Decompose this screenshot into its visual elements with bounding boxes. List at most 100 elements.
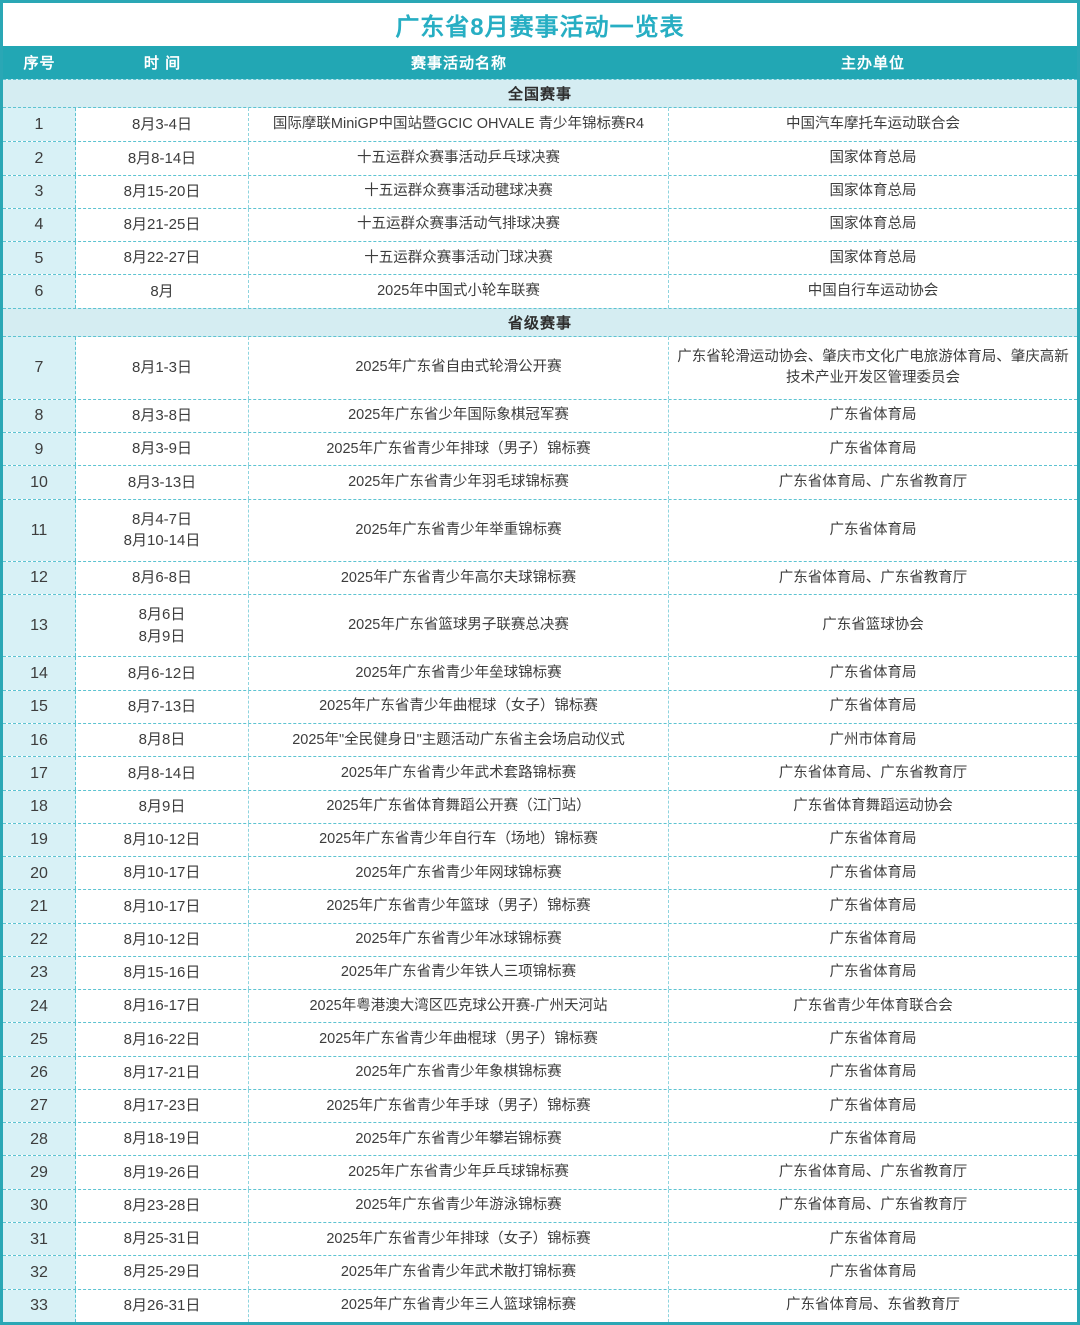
row-event: 2025年广东省青少年羽毛球锦标赛 bbox=[249, 466, 669, 499]
row-number: 22 bbox=[3, 923, 76, 956]
row-event: 2025年广东省青少年冰球锦标赛 bbox=[249, 923, 669, 956]
row-organizer: 广东省体育局 bbox=[669, 923, 1077, 956]
row-organizer: 广东省体育局、广东省教育厅 bbox=[669, 757, 1077, 790]
row-number: 16 bbox=[3, 723, 76, 757]
row-time: 8月3-9日 bbox=[76, 433, 249, 466]
table-row: 6 8月 2025年中国式小轮车联赛 中国自行车运动协会 bbox=[3, 274, 1077, 308]
row-event: 2025年广东省青少年排球（女子）锦标赛 bbox=[249, 1222, 669, 1256]
row-time: 8月10-12日 bbox=[76, 923, 249, 956]
row-number: 23 bbox=[3, 956, 76, 990]
table-row: 14 8月6-12日 2025年广东省青少年垒球锦标赛 广东省体育局 bbox=[3, 656, 1077, 690]
row-event: 十五运群众赛事活动乒乓球决赛 bbox=[249, 142, 669, 175]
table-row: 28 8月18-19日 2025年广东省青少年攀岩锦标赛 广东省体育局 bbox=[3, 1122, 1077, 1156]
row-event: 2025年广东省青少年篮球（男子）锦标赛 bbox=[249, 890, 669, 923]
row-organizer: 广东省体育局、广东省教育厅 bbox=[669, 1189, 1077, 1222]
row-event: 2025年广东省青少年排球（男子）锦标赛 bbox=[249, 433, 669, 466]
row-event: 十五运群众赛事活动气排球决赛 bbox=[249, 208, 669, 242]
row-event: 2025年广东省青少年网球锦标赛 bbox=[249, 857, 669, 890]
row-event: 2025年广东省青少年攀岩锦标赛 bbox=[249, 1123, 669, 1156]
column-header-organizer: 主办单位 bbox=[840, 55, 905, 72]
row-time: 8月19-26日 bbox=[76, 1156, 249, 1189]
table-row: 15 8月7-13日 2025年广东省青少年曲棍球（女子）锦标赛 广东省体育局 bbox=[3, 689, 1077, 723]
row-event: 2025年广东省青少年铁人三项锦标赛 bbox=[249, 956, 669, 990]
row-organizer: 广东省体育局 bbox=[669, 690, 1077, 723]
row-time: 8月6日 8月9日 bbox=[76, 595, 249, 657]
row-organizer: 广东省体育局 bbox=[669, 956, 1077, 990]
row-time: 8月8-14日 bbox=[76, 757, 249, 790]
row-organizer: 国家体育总局 bbox=[669, 208, 1077, 242]
table-row: 33 8月26-31日 2025年广东省青少年三人篮球锦标赛 广东省体育局、东省… bbox=[3, 1288, 1077, 1322]
row-time: 8月23-28日 bbox=[76, 1189, 249, 1222]
row-number: 14 bbox=[3, 657, 76, 690]
row-number: 2 bbox=[3, 142, 76, 175]
table-row: 11 8月4-7日 8月10-14日 2025年广东省青少年举重锦标赛 广东省体… bbox=[3, 498, 1077, 561]
row-organizer: 广东省体育局 bbox=[669, 823, 1077, 857]
row-number: 1 bbox=[3, 108, 76, 142]
table-row: 29 8月19-26日 2025年广东省青少年乒乓球锦标赛 广东省体育局、广东省… bbox=[3, 1155, 1077, 1189]
table-row: 5 8月22-27日 十五运群众赛事活动门球决赛 国家体育总局 bbox=[3, 241, 1077, 275]
row-time: 8月8日 bbox=[76, 723, 249, 757]
row-time: 8月10-12日 bbox=[76, 823, 249, 857]
row-event: 2025年广东省青少年乒乓球锦标赛 bbox=[249, 1156, 669, 1189]
row-organizer: 中国汽车摩托车运动联合会 bbox=[669, 108, 1077, 142]
column-header-event: 赛事活动名称 bbox=[410, 55, 507, 72]
row-event: 十五运群众赛事活动毽球决赛 bbox=[249, 175, 669, 208]
row-organizer: 广东省体育局 bbox=[669, 433, 1077, 466]
row-number: 7 bbox=[3, 336, 76, 399]
row-organizer: 广东省青少年体育联合会 bbox=[669, 990, 1077, 1023]
row-organizer: 广东省体育舞蹈运动协会 bbox=[669, 790, 1077, 823]
section-title: 省级赛事 bbox=[507, 314, 572, 332]
row-organizer: 广东省体育局、广东省教育厅 bbox=[669, 1156, 1077, 1189]
row-organizer: 广东省体育局 bbox=[669, 1123, 1077, 1156]
row-organizer: 国家体育总局 bbox=[669, 175, 1077, 208]
row-number: 19 bbox=[3, 823, 76, 857]
row-organizer: 广东省体育局 bbox=[669, 1222, 1077, 1256]
table-header-row: 序号 时 间 赛事活动名称 主办单位 bbox=[3, 46, 1077, 79]
table-row: 8 8月3-8日 2025年广东省少年国际象棋冠军赛 广东省体育局 bbox=[3, 398, 1077, 433]
table-row: 4 8月21-25日 十五运群众赛事活动气排球决赛 国家体育总局 bbox=[3, 207, 1077, 242]
table-row: 10 8月3-13日 2025年广东省青少年羽毛球锦标赛 广东省体育局、广东省教… bbox=[3, 465, 1077, 499]
table-row: 24 8月16-17日 2025年粤港澳大湾区匹克球公开赛-广州天河站 广东省青… bbox=[3, 989, 1077, 1023]
row-event: 2025年广东省青少年三人篮球锦标赛 bbox=[249, 1289, 669, 1322]
row-number: 24 bbox=[3, 990, 76, 1023]
row-organizer: 广东省体育局、广东省教育厅 bbox=[669, 561, 1077, 595]
row-time: 8月22-27日 bbox=[76, 242, 249, 275]
row-organizer: 广东省体育局 bbox=[669, 657, 1077, 690]
row-number: 6 bbox=[3, 275, 76, 308]
table-row: 9 8月3-9日 2025年广东省青少年排球（男子）锦标赛 广东省体育局 bbox=[3, 432, 1077, 466]
row-event: 2025年广东省自由式轮滑公开赛 bbox=[249, 336, 669, 399]
row-time: 8月15-16日 bbox=[76, 956, 249, 990]
row-time: 8月25-31日 bbox=[76, 1222, 249, 1256]
row-time: 8月6-8日 bbox=[76, 561, 249, 595]
row-time: 8月3-8日 bbox=[76, 399, 249, 433]
row-number: 28 bbox=[3, 1123, 76, 1156]
row-number: 11 bbox=[3, 499, 76, 561]
row-time: 8月21-25日 bbox=[76, 208, 249, 242]
row-organizer: 广东省体育局 bbox=[669, 499, 1077, 561]
table-row: 25 8月16-22日 2025年广东省青少年曲棍球（男子）锦标赛 广东省体育局 bbox=[3, 1022, 1077, 1056]
row-organizer: 广东省体育局 bbox=[669, 857, 1077, 890]
table-row: 32 8月25-29日 2025年广东省青少年武术散打锦标赛 广东省体育局 bbox=[3, 1255, 1077, 1289]
row-time: 8月 bbox=[76, 275, 249, 308]
row-number: 31 bbox=[3, 1222, 76, 1256]
row-organizer: 广东省体育局、东省教育厅 bbox=[669, 1289, 1077, 1322]
row-number: 13 bbox=[3, 595, 76, 657]
row-event: 2025年中国式小轮车联赛 bbox=[249, 275, 669, 308]
row-organizer: 广东省体育局 bbox=[669, 1056, 1077, 1089]
row-event: 2025年广东省青少年游泳锦标赛 bbox=[249, 1189, 669, 1222]
table-row: 26 8月17-21日 2025年广东省青少年象棋锦标赛 广东省体育局 bbox=[3, 1055, 1077, 1089]
row-time: 8月7-13日 bbox=[76, 690, 249, 723]
row-event: 2025年"全民健身日"主题活动广东省主会场启动仪式 bbox=[249, 723, 669, 757]
row-event: 2025年广东省青少年武术套路锦标赛 bbox=[249, 757, 669, 790]
table-row: 1 8月3-4日 国际摩联MiniGP中国站暨GCIC OHVALE 青少年锦标… bbox=[3, 108, 1077, 142]
row-event: 国际摩联MiniGP中国站暨GCIC OHVALE 青少年锦标赛R4 bbox=[249, 108, 669, 142]
table-row: 18 8月9日 2025年广东省体育舞蹈公开赛（江门站） 广东省体育舞蹈运动协会 bbox=[3, 789, 1077, 823]
column-header-index: 序号 bbox=[23, 55, 56, 72]
row-time: 8月25-29日 bbox=[76, 1256, 249, 1289]
row-organizer: 中国自行车运动协会 bbox=[669, 275, 1077, 308]
table-row: 23 8月15-16日 2025年广东省青少年铁人三项锦标赛 广东省体育局 bbox=[3, 955, 1077, 990]
row-organizer: 广东省体育局 bbox=[669, 1089, 1077, 1123]
row-number: 8 bbox=[3, 399, 76, 433]
row-number: 9 bbox=[3, 433, 76, 466]
row-number: 15 bbox=[3, 690, 76, 723]
